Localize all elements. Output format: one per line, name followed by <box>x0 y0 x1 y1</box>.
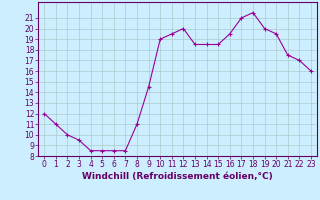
X-axis label: Windchill (Refroidissement éolien,°C): Windchill (Refroidissement éolien,°C) <box>82 172 273 181</box>
